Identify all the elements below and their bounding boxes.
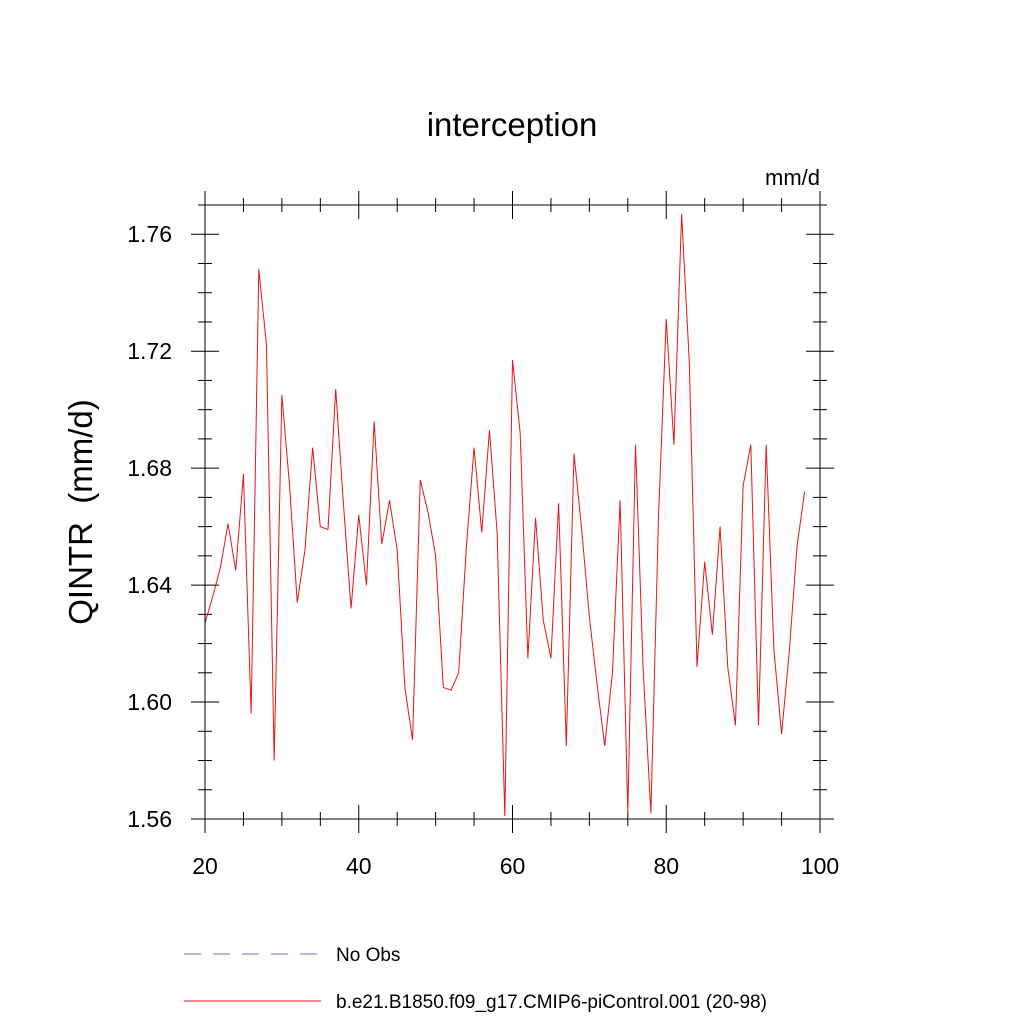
x-tick-label: 100 [801,853,839,879]
minor-ticks [198,198,827,826]
units-label: mm/d [765,165,820,190]
plot-frame [204,204,821,820]
y-tick-label: 1.68 [127,455,172,481]
y-tick-label: 1.76 [127,221,172,247]
y-tick-label: 1.60 [127,689,172,715]
legend: No Obs b.e21.B1850.f09_g17.CMIP6-piContro… [184,945,767,1013]
series-line [204,213,806,817]
series-lines [204,213,806,817]
y-axis-label: QINTR (mm/d) [62,399,99,624]
legend-label: No Obs [336,945,400,966]
legend-label: b.e21.B1850.f09_g17.CMIP6-piControl.001 … [336,992,767,1013]
y-tick-label: 1.64 [127,572,172,598]
y-tick-label: 1.56 [127,806,172,832]
tick-labels: 20 40 60 80 100 1.56 1.60 1.64 1.68 1.72 1.76 [127,221,839,879]
x-tick-label: 20 [192,853,218,879]
y-tick-label: 1.72 [127,338,172,364]
x-tick-label: 40 [346,853,372,879]
x-tick-label: 80 [653,853,679,879]
chart-title: interception [427,106,598,143]
major-ticks [191,191,834,833]
x-tick-label: 60 [500,853,526,879]
